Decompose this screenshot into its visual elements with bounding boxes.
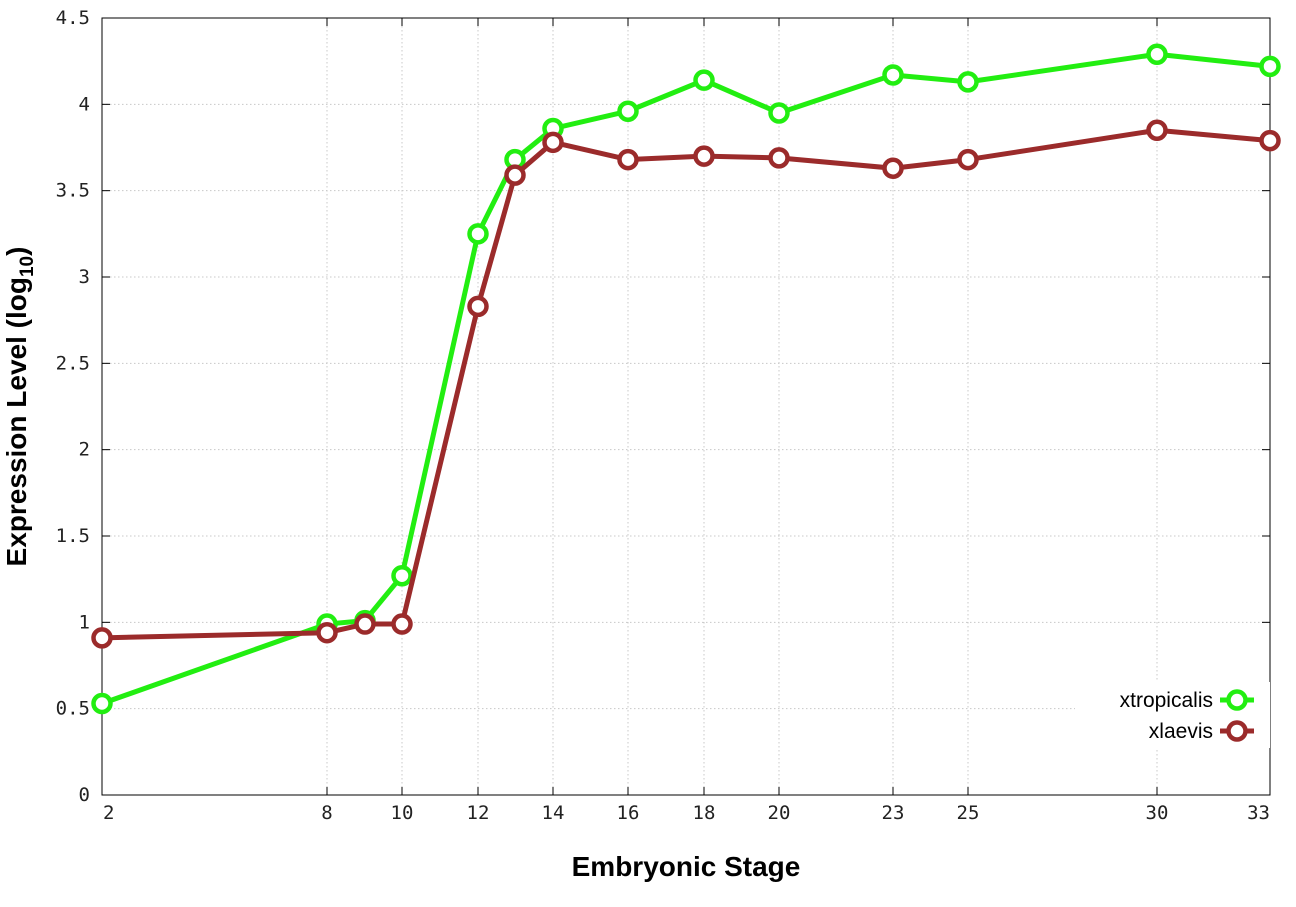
data-point-xlaevis <box>1259 129 1281 152</box>
series-xlaevis <box>91 119 1281 649</box>
data-point-xlaevis <box>467 295 489 318</box>
data-point-xtropicalis <box>882 64 904 86</box>
data-point-xlaevis <box>768 147 790 169</box>
series-xtropicalis <box>91 43 1281 715</box>
data-point-xtropicalis <box>617 100 639 122</box>
data-point-xtropicalis <box>91 692 113 715</box>
y-axis-title-suffix: ) <box>1 247 32 256</box>
plot-area-frame <box>101 17 1271 796</box>
y-tick-label: 2.5 <box>56 352 90 374</box>
x-tick-label: 23 <box>882 802 905 824</box>
data-point-xlaevis <box>504 164 526 186</box>
x-tick-label: 18 <box>693 802 716 824</box>
y-tick-label: 0.5 <box>56 698 90 720</box>
data-point-xlaevis <box>957 148 979 171</box>
y-axis-title-main: Expression Level (log <box>1 277 32 566</box>
data-point-xlaevis <box>542 131 564 154</box>
data-point-xlaevis <box>354 613 376 635</box>
data-point-xtropicalis <box>693 69 715 91</box>
data-point-xlaevis <box>1146 119 1168 141</box>
data-point-xlaevis <box>617 148 639 171</box>
data-point-xtropicalis <box>391 564 413 587</box>
data-point-xtropicalis <box>768 102 790 124</box>
x-tick-label: 20 <box>768 802 791 824</box>
y-tick-label: 2 <box>79 439 90 461</box>
y-tick-label: 4.5 <box>56 7 90 29</box>
y-tick-label: 3.5 <box>56 180 90 202</box>
x-tick-label: 14 <box>542 802 565 824</box>
legend-label-xlaevis: xlaevis <box>1149 720 1213 743</box>
series-line-xlaevis <box>99 127 1273 641</box>
y-axis-title: Expression Level (log10) <box>1 247 38 567</box>
y-tick-label: 3 <box>79 266 90 288</box>
data-point-xtropicalis <box>467 223 489 245</box>
y-tick-label: 1 <box>79 611 90 633</box>
data-point-xlaevis <box>316 621 338 644</box>
legend-label-xtropicalis: xtropicalis <box>1120 689 1213 712</box>
x-tick-label: 10 <box>391 802 414 824</box>
data-point-xlaevis <box>693 145 715 167</box>
x-tick-label: 8 <box>321 802 332 824</box>
y-tick-label: 1.5 <box>56 525 90 547</box>
data-point-xlaevis <box>882 157 904 179</box>
axis-ticks: 0 0.5 1 1.5 2 2.5 3 3.5 4 4.5 2 8 10 12 14 16 18 20 23 25 30… <box>56 7 1271 824</box>
data-point-xtropicalis <box>1259 55 1281 78</box>
x-tick-label: 30 <box>1146 802 1169 824</box>
x-tick-label: 25 <box>957 802 980 824</box>
data-series <box>91 43 1281 715</box>
chart-legend: xtropicalis xlaevis <box>1075 682 1270 748</box>
data-point-xtropicalis <box>957 71 979 93</box>
data-point-xlaevis <box>391 613 413 635</box>
y-tick-label: 0 <box>79 784 90 806</box>
legend-swatch-marker-xlaevis <box>1226 720 1248 742</box>
data-point-xlaevis <box>91 627 113 649</box>
grid-lines <box>102 18 1270 795</box>
x-tick-label: 12 <box>467 802 490 824</box>
x-tick-label: 2 <box>103 802 114 824</box>
x-tick-label: 33 <box>1247 802 1270 824</box>
data-point-xtropicalis <box>1146 43 1168 66</box>
x-tick-label: 16 <box>617 802 640 824</box>
x-axis-title: Embryonic Stage <box>572 851 801 882</box>
y-tick-label: 4 <box>79 93 90 115</box>
legend-swatch-marker-xtropicalis <box>1226 689 1248 711</box>
y-axis-title-subscript: 10 <box>17 256 38 277</box>
series-line-xtropicalis <box>99 51 1273 706</box>
